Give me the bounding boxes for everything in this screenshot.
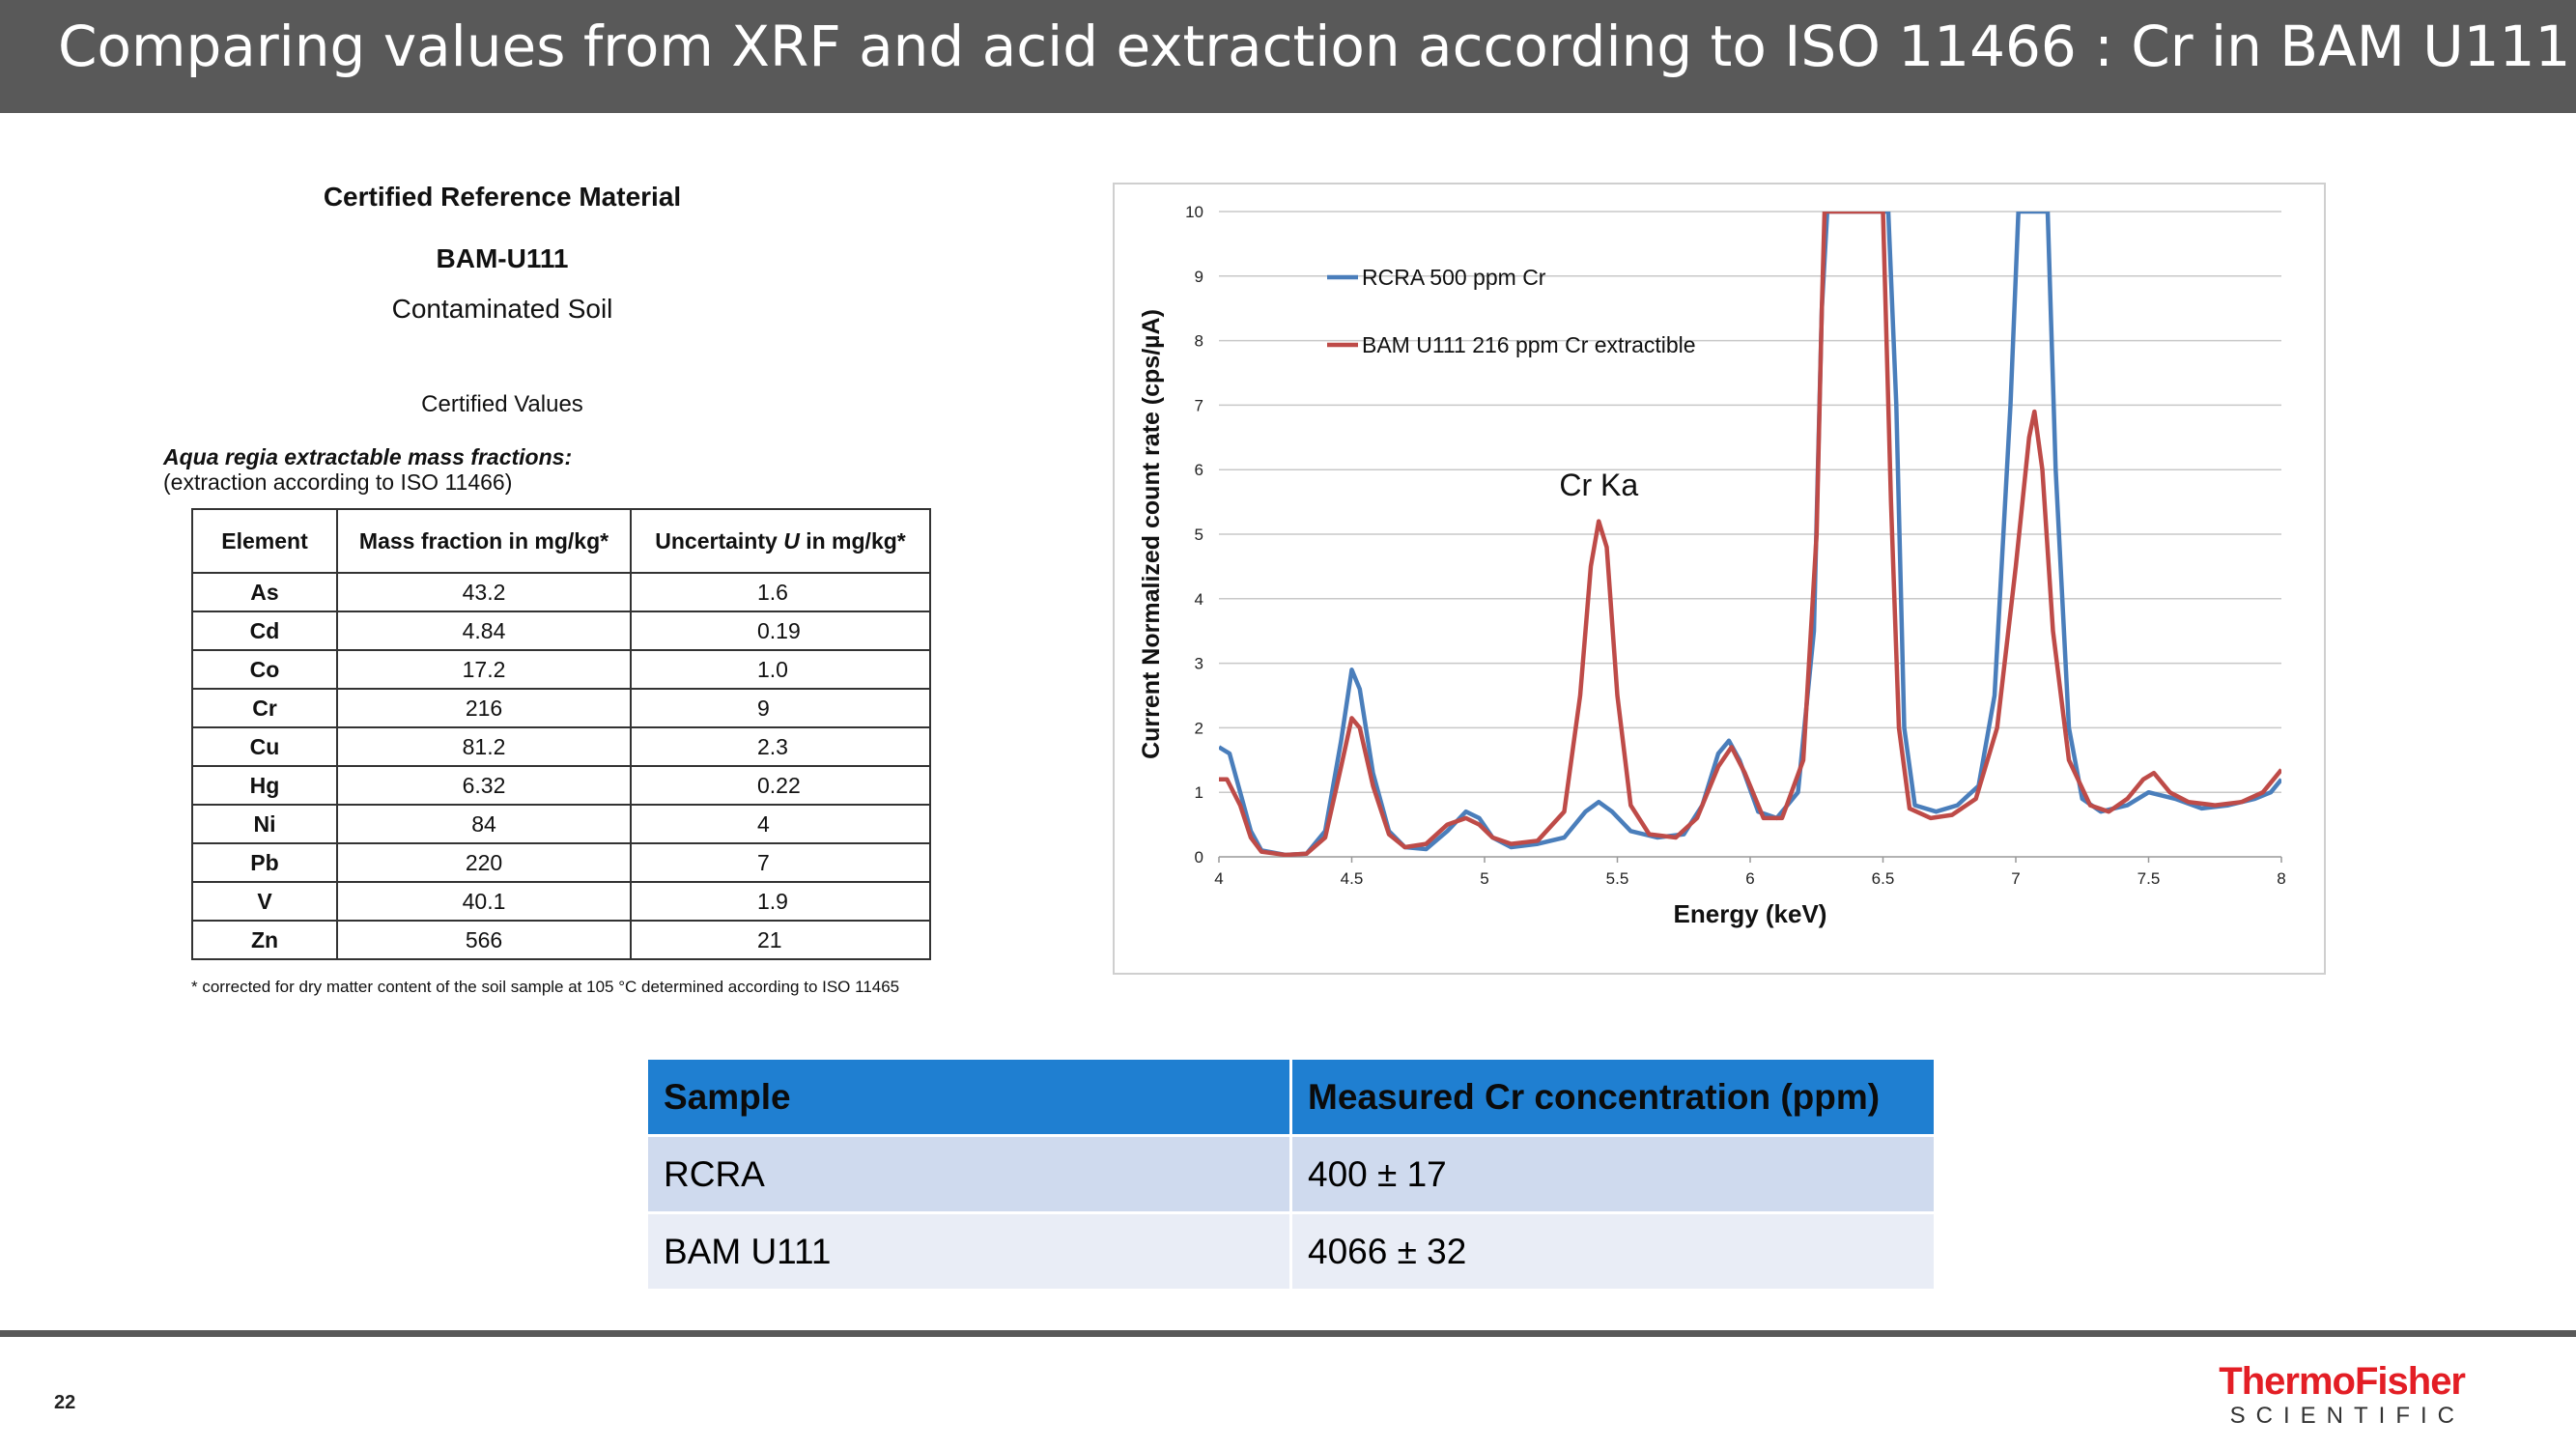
concentration-cell: 4066 ± 32 — [1292, 1214, 1934, 1289]
column-header-sample: Sample — [648, 1060, 1289, 1134]
mass-fraction-cell: 84 — [336, 804, 632, 844]
extraction-note: (extraction according to ISO 11466) — [163, 469, 513, 495]
legend-label-1: RCRA 500 ppm Cr — [1362, 265, 1546, 290]
element-cell: Co — [191, 649, 338, 690]
element-cell: Zn — [191, 920, 338, 960]
uncertainty-cell: 0.19 — [630, 611, 931, 651]
spectrum-chart: 0 1 2 3 4 5 6 7 8 9 10 4 4.5 5 5.5 6 6.5 7 7.5 8 Energy (keV… — [1138, 203, 2286, 928]
brand-logo: ThermoFisher SCIENTIFIC — [2194, 1360, 2466, 1429]
certified-values-label: Certified Values — [421, 391, 583, 417]
table-row: BAM U111 4066 ± 32 — [648, 1214, 1934, 1289]
table-row: Zn 566 21 — [191, 920, 931, 960]
logo-subtitle: SCIENTIFIC — [2229, 1403, 2465, 1429]
y-tick-label: 1 — [1195, 783, 1203, 802]
slide-title: Comparing values from XRF and acid extra… — [58, 14, 2571, 79]
table-row: RCRA 400 ± 17 — [648, 1137, 1934, 1211]
x-tick-label: 7.5 — [2137, 869, 2161, 888]
spectrum-chart-frame: 0 1 2 3 4 5 6 7 8 9 10 4 4.5 5 5.5 6 6.5 7 7.5 8 Energy (keV… — [1113, 183, 2326, 975]
mass-fraction-cell: 81.2 — [336, 726, 632, 767]
x-tick-label: 8 — [2277, 869, 2285, 888]
y-tick-label: 7 — [1195, 396, 1203, 414]
element-cell: Hg — [191, 765, 338, 806]
uncertainty-cell: 21 — [630, 920, 931, 960]
y-tick-label: 9 — [1195, 268, 1203, 286]
element-cell: Cu — [191, 726, 338, 767]
column-header-concentration: Measured Cr concentration (ppm) — [1292, 1060, 1934, 1134]
x-tick-label: 7 — [2011, 869, 2020, 888]
y-tick-label: 6 — [1195, 461, 1203, 479]
uncertainty-cell: 1.6 — [630, 572, 931, 612]
x-tick-label: 6 — [1745, 869, 1754, 888]
element-cell: Cd — [191, 611, 338, 651]
x-tick-label: 4.5 — [1341, 869, 1364, 888]
y-tick-label: 3 — [1195, 655, 1203, 673]
mass-fraction-cell: 216 — [336, 688, 632, 728]
series-line-1 — [1219, 212, 2281, 857]
mass-fraction-cell: 6.32 — [336, 765, 632, 806]
uncertainty-cell: 7 — [630, 842, 931, 883]
x-tick-label: 5 — [1480, 869, 1488, 888]
mass-fraction-cell: 220 — [336, 842, 632, 883]
concentration-cell: 400 ± 17 — [1292, 1137, 1934, 1211]
element-cell: V — [191, 881, 338, 922]
y-tick-label: 5 — [1195, 526, 1203, 544]
uncertainty-cell: 1.9 — [630, 881, 931, 922]
y-tick-label: 0 — [1195, 848, 1203, 867]
uncertainty-cell: 4 — [630, 804, 931, 844]
table-row: Cd 4.84 0.19 — [191, 611, 931, 651]
column-header-uncertainty: Uncertainty U in mg/kg* — [630, 508, 931, 574]
element-cell: Ni — [191, 804, 338, 844]
table-row: Cu 81.2 2.3 — [191, 726, 931, 767]
mass-fraction-cell: 4.84 — [336, 611, 632, 651]
crm-description: Contaminated Soil — [391, 294, 613, 324]
sample-cell: RCRA — [648, 1137, 1289, 1211]
element-cell: As — [191, 572, 338, 612]
mass-fraction-cell: 40.1 — [336, 881, 632, 922]
y-tick-label: 2 — [1195, 719, 1203, 737]
mass-fraction-cell: 17.2 — [336, 649, 632, 690]
footnote: * corrected for dry matter content of th… — [191, 978, 900, 996]
column-header-element: Element — [191, 508, 338, 574]
crm-material: BAM-U111 — [436, 243, 569, 273]
footer-divider — [0, 1330, 2576, 1337]
x-tick-label: 6.5 — [1872, 869, 1895, 888]
table-row: Pb 220 7 — [191, 842, 931, 883]
element-cell: Cr — [191, 688, 338, 728]
uncertainty-cell: 2.3 — [630, 726, 931, 767]
column-header-mass: Mass fraction in mg/kg* — [336, 508, 632, 574]
y-axis-label: Current Normalized count rate (cps/µA) — [1138, 309, 1165, 759]
table-row: Hg 6.32 0.22 — [191, 765, 931, 806]
uncertainty-cell: 9 — [630, 688, 931, 728]
cr-ka-annotation: Cr Ka — [1559, 468, 1638, 502]
series-line-2 — [1219, 212, 2281, 857]
table-row: Cr 216 9 — [191, 688, 931, 728]
measured-concentration-table: Sample Measured Cr concentration (ppm) R… — [645, 1057, 1937, 1292]
uncertainty-cell: 0.22 — [630, 765, 931, 806]
uncertainty-cell: 1.0 — [630, 649, 931, 690]
logo-wordmark: ThermoFisher — [2219, 1360, 2466, 1403]
title-bar: Comparing values from XRF and acid extra… — [0, 0, 2576, 113]
x-tick-label: 5.5 — [1606, 869, 1629, 888]
table-header-row: Element Mass fraction in mg/kg* Uncertai… — [191, 508, 931, 574]
mass-fraction-cell: 43.2 — [336, 572, 632, 612]
crm-heading: Certified Reference Material — [323, 182, 682, 212]
sample-cell: BAM U111 — [648, 1214, 1289, 1289]
table-header-row: Sample Measured Cr concentration (ppm) — [648, 1060, 1934, 1134]
table-row: As 43.2 1.6 — [191, 572, 931, 612]
aqua-regia-label: Aqua regia extractable mass fractions: — [163, 444, 573, 469]
page-number: 22 — [54, 1392, 76, 1413]
table-row: Ni 84 4 — [191, 804, 931, 844]
certified-values-table: Element Mass fraction in mg/kg* Uncertai… — [191, 508, 931, 960]
legend-label-2: BAM U111 216 ppm Cr extractible — [1362, 332, 1696, 357]
x-axis-label: Energy (keV) — [1674, 899, 1827, 928]
x-tick-label: 4 — [1214, 869, 1223, 888]
y-tick-label: 4 — [1195, 590, 1203, 609]
element-cell: Pb — [191, 842, 338, 883]
y-tick-label: 8 — [1195, 332, 1203, 351]
table-row: Co 17.2 1.0 — [191, 649, 931, 690]
y-tick-label: 10 — [1185, 203, 1203, 221]
table-row: V 40.1 1.9 — [191, 881, 931, 922]
mass-fraction-cell: 566 — [336, 920, 632, 960]
